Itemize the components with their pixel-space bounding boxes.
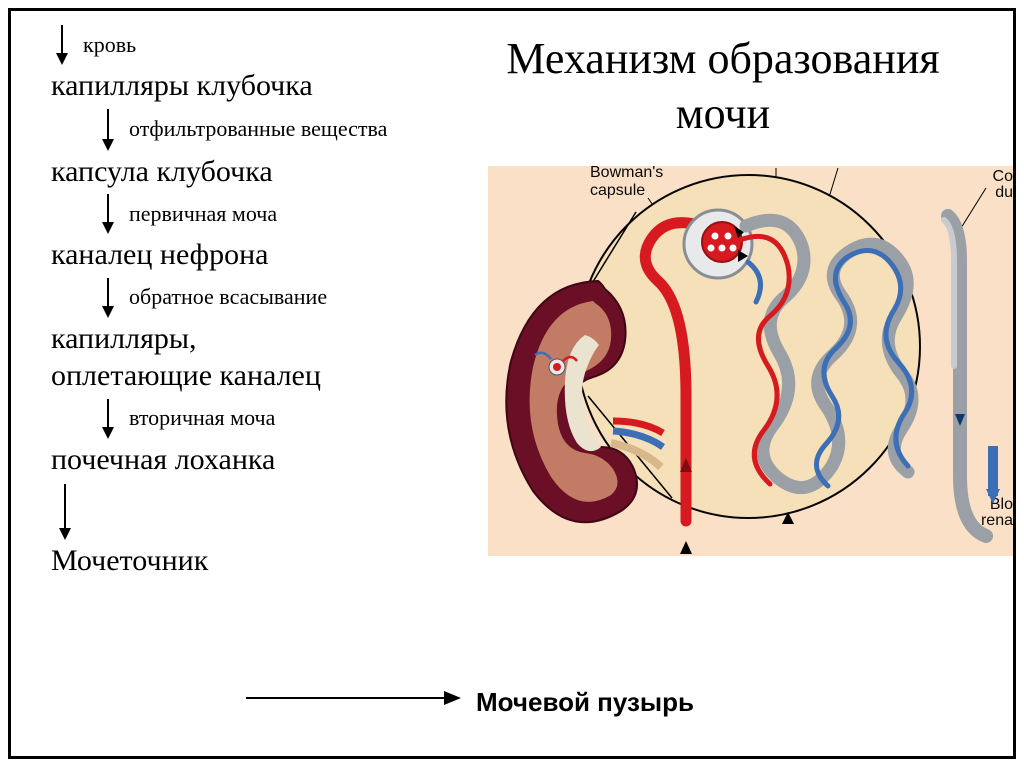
flowchart: кровь капилляры клубочка отфильтрованные… [51,23,471,580]
flow-label: отфильтрованные вещества [129,114,387,145]
content-frame: Механизм образования мочи кровь капилляр… [8,8,1016,759]
flow-step-4-big: капилляры, оплетающие каналец [51,320,471,395]
arrow-down-icon [97,278,119,318]
footer-label: Мочевой пузырь [476,687,694,718]
flow-step-6-big: Мочеточник [51,542,471,580]
arrow-right-icon [246,688,461,708]
flow-step-3-big: каналец нефрона [51,236,471,274]
kidney-svg [493,271,673,531]
flow-step-1-small: кровь [51,25,471,65]
arrow-down-icon [97,399,119,439]
flow-step-1-big: капилляры клубочка [51,67,471,105]
arrow-down-icon [54,484,76,540]
nephron-diagram: Bowman's capsule Co du Blo rena [488,166,1013,556]
arrow-down-icon [97,109,119,151]
flow-label: кровь [83,30,136,61]
arrow-down-icon [51,25,73,65]
flow-step-5-small: вторичная моча [97,399,471,439]
arrow-down-icon [97,194,119,234]
flow-label: вторичная моча [129,403,275,434]
flow-label: первичная моча [129,199,277,230]
flow-step-4-small: обратное всасывание [97,278,471,318]
flow-step-3-small: первичная моча [97,194,471,234]
flow-step-2-small: отфильтрованные вещества [97,109,471,151]
flow-step-2-big: капсула клубочка [51,153,471,191]
flow-step-6-arrow [54,484,471,540]
page-title: Механизм образования мочи [483,31,963,141]
flow-step-5-big: почечная лоханка [51,441,471,479]
flow-label: обратное всасывание [129,282,327,313]
